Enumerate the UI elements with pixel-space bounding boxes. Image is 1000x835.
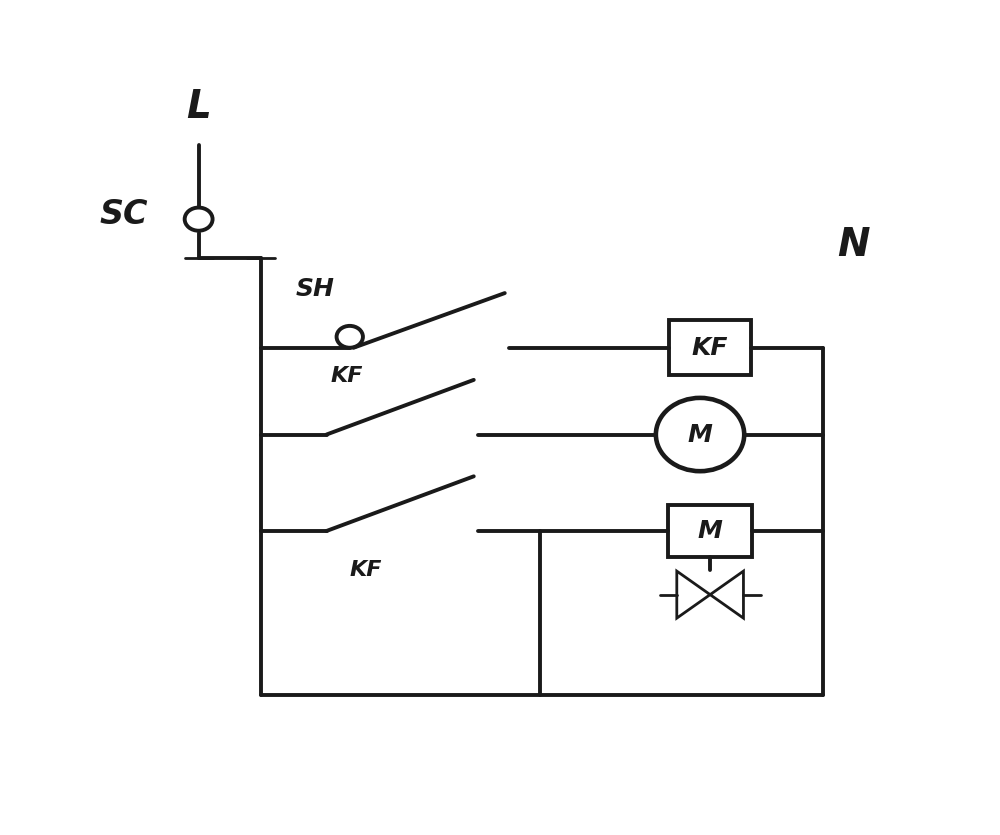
Text: SC: SC xyxy=(100,198,148,230)
FancyBboxPatch shape xyxy=(669,321,751,375)
Text: M: M xyxy=(688,423,712,447)
Text: KF: KF xyxy=(350,560,382,580)
FancyBboxPatch shape xyxy=(668,504,752,557)
Text: KF: KF xyxy=(330,367,363,387)
Text: M: M xyxy=(698,519,723,543)
Text: L: L xyxy=(186,88,211,126)
Text: N: N xyxy=(837,226,870,264)
Text: SH: SH xyxy=(295,277,334,301)
Text: KF: KF xyxy=(692,336,728,360)
